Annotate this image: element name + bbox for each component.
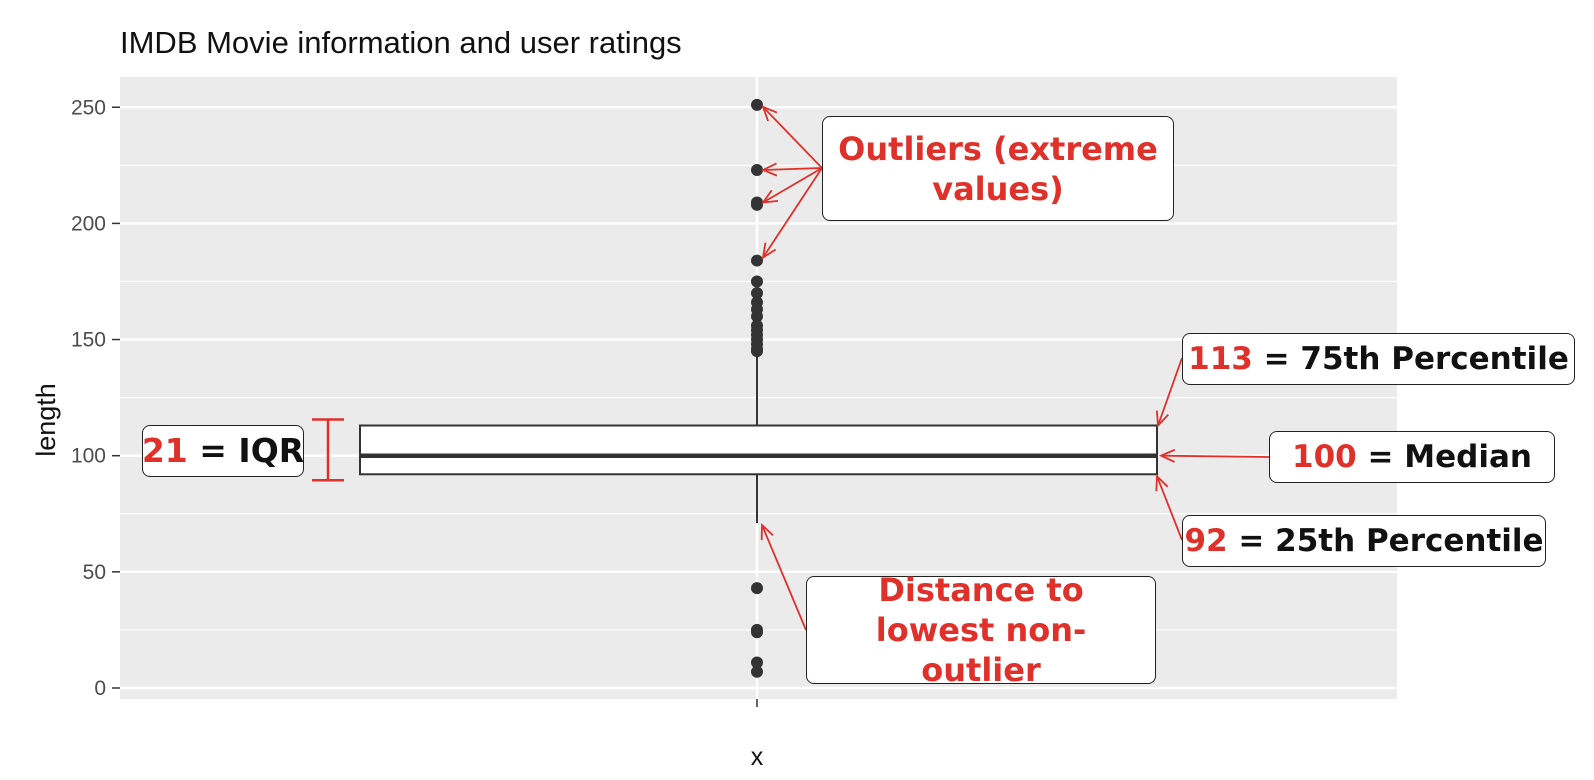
median-arrow-head: [1158, 448, 1176, 463]
outlier-point: [751, 345, 763, 358]
outlier-point: [751, 163, 763, 176]
box-layer: [359, 351, 1158, 524]
x-tick-label: x: [751, 743, 764, 771]
median-annotation-value: 100: [1292, 438, 1357, 475]
q1-annotation: 92 = 25th Percentile: [1182, 515, 1546, 567]
q1-annotation-value: 92: [1184, 522, 1228, 559]
median-annotation-text: = Median: [1356, 438, 1532, 475]
outliers-annotation: Outliers (extreme values): [822, 116, 1174, 221]
outlier-arrow: [762, 106, 823, 169]
lowest-annotation-text: Distance to lowest non-outlier: [875, 571, 1087, 689]
q1-annotation-text: = 25th Percentile: [1227, 522, 1544, 559]
y-axis: 0 50 100 150 200 250: [71, 96, 120, 700]
q3-arrow-head: [1155, 410, 1170, 428]
iqr-box: [359, 424, 1158, 476]
outliers-annotation-text: Outliers (extreme values): [838, 129, 1158, 208]
q3-annotation: 113 = 75th Percentile: [1182, 333, 1575, 385]
q3-annotation-value: 113: [1188, 340, 1253, 377]
iqr-annotation-value: 21: [141, 431, 188, 471]
q3-annotation-text: = 75th Percentile: [1252, 340, 1569, 377]
q3-arrow: [1157, 357, 1183, 426]
outlier-point: [751, 254, 763, 267]
outlier-point: [751, 287, 763, 300]
outlier-arrow: [762, 167, 823, 171]
annotation-arrows: [312, 105, 1270, 631]
outlier-arrow-head: [761, 242, 777, 260]
outlier-point: [751, 656, 763, 669]
lowest-arrow: [761, 524, 807, 631]
y-tick-label: 200: [71, 212, 106, 235]
outlier-point: [751, 98, 763, 111]
outlier-layer: [751, 98, 763, 678]
outlier-arrow: [762, 167, 823, 259]
outlier-arrow-head: [761, 189, 779, 204]
outlier-arrow: [762, 167, 823, 204]
iqr-annotation: 21 = IQR: [142, 425, 304, 477]
y-axis-label: length: [31, 383, 61, 457]
outlier-point: [751, 198, 763, 211]
x-axis: x: [751, 699, 764, 771]
lowest-annotation: Distance to lowest non-outlier: [806, 571, 1156, 689]
q1-arrow: [1156, 475, 1183, 541]
chart-title: IMDB Movie information and user ratings: [120, 25, 682, 60]
iqr-annotation-text: = IQR: [187, 431, 305, 471]
median-annotation: 100 = Median: [1269, 431, 1555, 483]
plot-panel: [120, 77, 1397, 699]
y-tick-label: 250: [71, 96, 106, 119]
y-tick-label: 50: [83, 561, 106, 584]
y-tick-label: 150: [71, 329, 106, 352]
outlier-point: [751, 582, 763, 595]
outlier-point: [751, 310, 763, 323]
y-tick-label: 100: [71, 445, 106, 468]
outlier-arrow-head: [760, 162, 778, 177]
outlier-point: [751, 626, 763, 639]
y-tick-label: 0: [94, 677, 106, 700]
lowest-arrow-head: [760, 523, 774, 541]
outlier-point: [751, 275, 763, 288]
median-arrow: [1160, 454, 1270, 458]
q1-arrow-head: [1155, 474, 1169, 492]
outlier-point: [751, 665, 763, 678]
outlier-arrow-head: [761, 105, 778, 122]
